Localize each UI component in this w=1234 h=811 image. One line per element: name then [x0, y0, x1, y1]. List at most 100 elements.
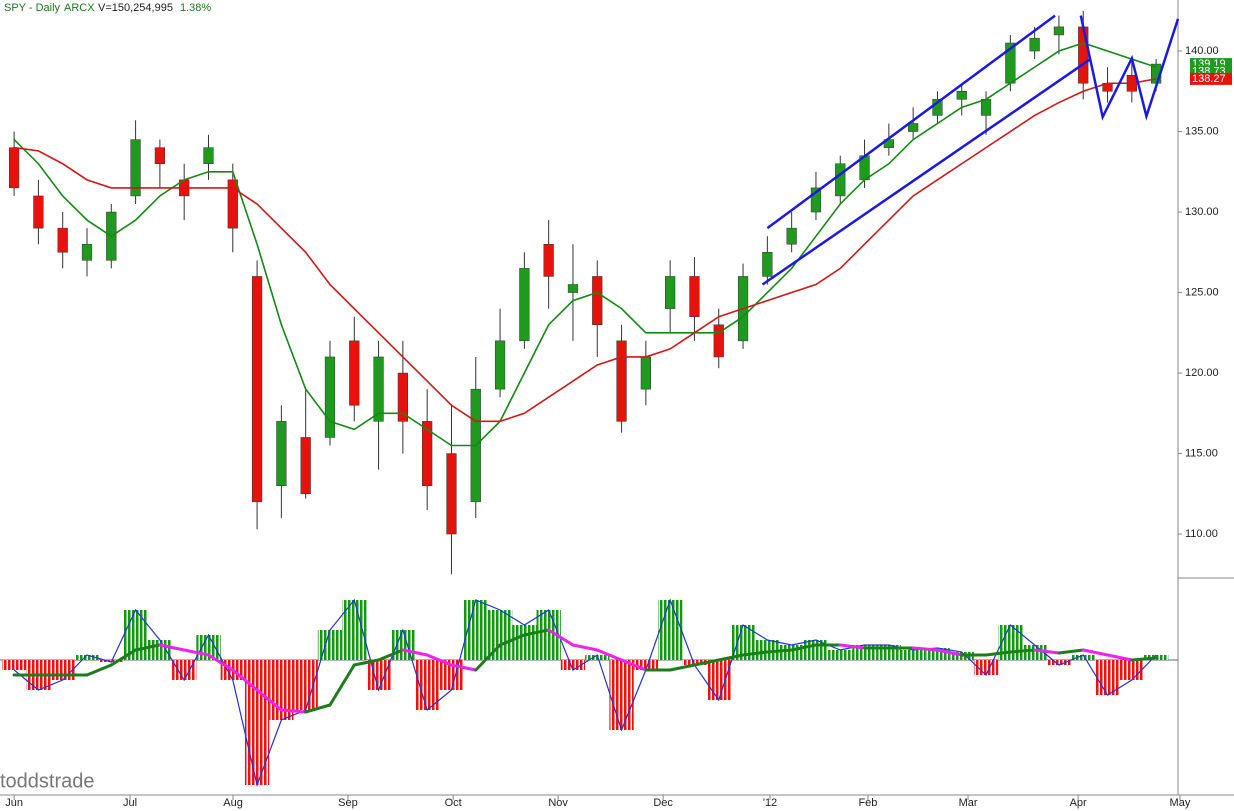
- candle-body: [519, 268, 530, 342]
- signal-segment: [1033, 648, 1061, 655]
- histogram-bar: [560, 660, 586, 670]
- trendline: [761, 58, 1092, 286]
- signal-segment: [1130, 656, 1158, 662]
- signal-segment: [692, 658, 721, 667]
- histogram-bar: [244, 660, 270, 785]
- candle-body: [300, 437, 311, 495]
- signal-segment: [255, 688, 283, 712]
- histogram-bar: [900, 650, 926, 660]
- candle-body: [130, 139, 141, 197]
- candle-body: [567, 284, 579, 293]
- candle-body: [689, 276, 700, 317]
- histogram-bar: [366, 660, 391, 690]
- y-tick-label: 135.00: [1185, 125, 1219, 137]
- histogram-bar: [706, 660, 731, 700]
- histogram-bar: [172, 660, 197, 680]
- histogram-bar: [1, 660, 27, 670]
- histogram-bar: [123, 610, 148, 660]
- x-tick-label: Dec: [653, 797, 673, 809]
- title: SPY - Daily: [4, 2, 61, 14]
- candle-body: [33, 195, 44, 229]
- signal-segment: [425, 653, 453, 667]
- x-tick-label: Oct: [445, 797, 462, 809]
- candle-body: [592, 276, 603, 325]
- histogram-bar: [293, 660, 318, 710]
- x-tick-label: Nov: [548, 797, 568, 809]
- signal-segment: [85, 663, 113, 677]
- histogram-bar: [633, 660, 659, 670]
- signal-segment: [522, 628, 551, 637]
- x-tick-label: Jun: [5, 797, 23, 809]
- x-tick-label: May: [1170, 797, 1191, 809]
- candle-body: [762, 252, 773, 277]
- candle-body: [1053, 26, 1065, 36]
- candle-body: [227, 179, 238, 229]
- signal-segment: [231, 668, 259, 692]
- signal-segment: [352, 658, 381, 667]
- signal-segment: [1081, 648, 1110, 657]
- signal-segment: [1106, 653, 1134, 662]
- histogram-bar: [512, 625, 537, 660]
- last-value-box: [1190, 72, 1232, 85]
- y-tick-label: 120.00: [1185, 367, 1219, 379]
- histogram-bar: [74, 655, 100, 660]
- candle-body: [446, 453, 457, 535]
- histogram-bar: [317, 630, 343, 660]
- volume: V=150,254,995: [98, 2, 173, 14]
- histogram-bar: [1095, 660, 1120, 695]
- candle-body: [810, 187, 822, 213]
- histogram-bar: [1046, 660, 1072, 665]
- candle-body: [81, 243, 93, 261]
- histogram-bar: [682, 660, 707, 665]
- signal-segment: [182, 648, 210, 657]
- candle-body: [665, 276, 676, 309]
- candle-body: [494, 340, 506, 390]
- candle-body: [397, 372, 408, 422]
- histogram-bar: [1119, 660, 1144, 680]
- candle-body: [251, 276, 263, 503]
- y-tick-label: 125.00: [1185, 286, 1219, 298]
- candle-body: [422, 421, 433, 486]
- signal-segment: [765, 648, 794, 654]
- signal-segment: [668, 663, 696, 672]
- candle-body: [908, 123, 919, 132]
- x-tick-label: Jul: [123, 797, 137, 809]
- signal-segment: [449, 663, 478, 672]
- moving-average: [13, 42, 1157, 447]
- signal-segment: [328, 663, 356, 707]
- candle-body: [980, 99, 992, 116]
- signal-segment: [206, 653, 235, 672]
- histogram-bar: [50, 660, 75, 680]
- signal-segment: [935, 648, 964, 657]
- x-tick-label: Feb: [858, 797, 877, 809]
- candle-body: [8, 147, 20, 189]
- signal-segment: [717, 653, 745, 662]
- signal-segment: [595, 648, 624, 662]
- x-tick-label: Aug: [223, 797, 243, 809]
- y-tick-label: 130.00: [1185, 206, 1219, 218]
- candle-body: [1078, 26, 1089, 84]
- signal-segment: [401, 648, 429, 657]
- x-tick-label: '12: [763, 797, 777, 809]
- last-value-label: 138.27: [1192, 73, 1226, 85]
- candle-body: [154, 147, 165, 164]
- signal-segment: [474, 643, 502, 672]
- signal-segment: [134, 643, 162, 652]
- signal-segment: [984, 650, 1012, 657]
- candle-body: [349, 340, 360, 406]
- signal-segment: [498, 633, 526, 647]
- candle-body: [956, 91, 967, 100]
- histogram-bar: [609, 660, 634, 730]
- change: 1.38%: [180, 2, 211, 14]
- y-tick-label: 115.00: [1185, 447, 1218, 459]
- signal-segment: [158, 643, 186, 652]
- signal-segment: [571, 643, 599, 652]
- candle-body: [324, 356, 336, 438]
- candle-body: [713, 324, 724, 358]
- histogram-bar: [1071, 655, 1096, 660]
- y-tick-label: 140.00: [1185, 45, 1219, 57]
- histogram-bar: [658, 600, 683, 660]
- signal-segment: [838, 643, 867, 650]
- trendline: [766, 14, 1056, 230]
